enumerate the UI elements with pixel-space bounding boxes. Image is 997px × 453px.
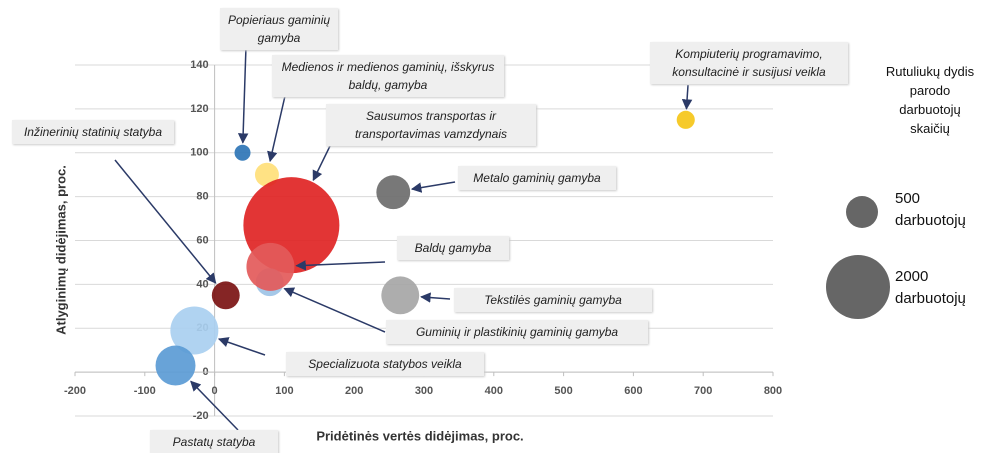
annotation-arrow — [190, 380, 239, 431]
bubble — [170, 306, 219, 355]
x-tick-label: 700 — [694, 385, 712, 397]
x-tick-label: 300 — [415, 385, 433, 397]
size-legend-bubble — [846, 196, 878, 228]
x-tick-label: -200 — [64, 385, 86, 397]
x-tick-label: 800 — [764, 385, 782, 397]
annotation: Metalo gaminių gamyba — [458, 166, 616, 190]
annotation-arrow — [217, 337, 266, 356]
annotation: Sausumos transportas ir transportavimas … — [326, 104, 536, 146]
size-legend-title: Rutuliukų dydis parodo darbuotojų skaiči… — [885, 64, 975, 136]
x-tick-label: 600 — [624, 385, 642, 397]
annotation-arrow — [267, 95, 286, 163]
annotation-arrow — [410, 181, 456, 193]
annotation: Specializuota statybos veikla — [286, 352, 484, 376]
y-tick-label: 60 — [196, 234, 208, 246]
annotation-arrow — [295, 260, 386, 271]
size-legend-label: 500 darbuotojų — [895, 190, 966, 229]
bubble — [211, 281, 240, 310]
x-axis-title: Pridėtinės vertės didėjimas, proc. — [316, 428, 523, 443]
annotation: Inžinerinių statinių statyba — [12, 120, 174, 144]
y-tick-label: -20 — [193, 410, 209, 422]
y-axis-title: Atlyginimų didėjimas, proc. — [53, 165, 68, 335]
bubble — [254, 162, 279, 187]
annotation: Popieriaus gaminių gamyba — [220, 8, 338, 50]
x-tick-label: 400 — [485, 385, 503, 397]
y-tick-label: 100 — [190, 147, 208, 159]
x-tick-label: 500 — [554, 385, 572, 397]
annotation: Guminių ir plastikinių gaminių gamyba — [386, 320, 648, 344]
bubble — [234, 144, 251, 161]
x-tick-label: 0 — [212, 385, 218, 397]
x-tick-label: 200 — [345, 385, 363, 397]
x-tick-label: -100 — [134, 385, 156, 397]
annotation: Pastatų statyba — [150, 430, 278, 453]
annotation: Kompiuterių programavimo, konsultacinė i… — [650, 42, 848, 84]
bubble — [155, 345, 196, 386]
annotation: Medienos ir medienos gaminių, išskyrus b… — [272, 55, 504, 97]
annotation-arrow — [114, 159, 217, 284]
annotation-arrow — [312, 145, 331, 182]
y-tick-label: 140 — [190, 59, 208, 71]
annotation-arrow — [237, 45, 249, 144]
size-legend-label: 2000 darbuotojų — [895, 268, 966, 307]
annotation: Tekstilės gaminių gamyba — [454, 288, 652, 312]
bubble — [676, 110, 695, 129]
size-legend-bubble — [826, 255, 890, 319]
bubble — [246, 242, 295, 291]
annotation-arrow — [283, 287, 386, 333]
annotation-arrow — [681, 84, 693, 110]
annotation-arrow — [420, 292, 451, 303]
bubble — [381, 276, 420, 315]
y-tick-label: 40 — [196, 278, 208, 290]
bubble — [376, 175, 411, 210]
x-tick-label: 100 — [275, 385, 293, 397]
annotation: Baldų gamyba — [397, 236, 509, 260]
y-tick-label: 80 — [196, 191, 208, 203]
y-tick-label: 120 — [190, 103, 208, 115]
